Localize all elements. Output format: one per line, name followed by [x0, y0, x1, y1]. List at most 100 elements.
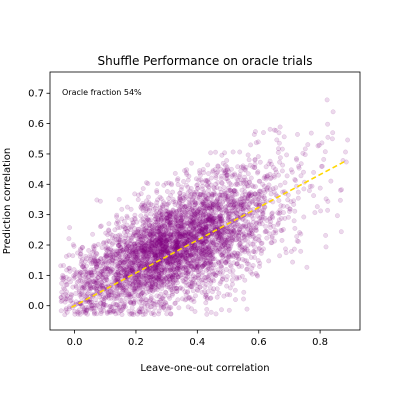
- scatter-point: [233, 255, 239, 260]
- scatter-point: [178, 259, 184, 265]
- scatter-point: [258, 250, 264, 256]
- scatter-point: [224, 274, 230, 279]
- scatter-point: [178, 256, 184, 262]
- scatter-point: [249, 265, 255, 271]
- scatter-point: [74, 269, 80, 275]
- scatter-point: [192, 309, 198, 314]
- scatter-point: [225, 214, 231, 220]
- scatter-point: [166, 293, 172, 299]
- scatter-point: [250, 184, 256, 190]
- scatter-point: [292, 208, 298, 214]
- scatter-point: [132, 297, 138, 303]
- scatter-point: [213, 149, 218, 155]
- scatter-point: [234, 274, 240, 280]
- scatter-point: [276, 146, 281, 152]
- scatter-point: [191, 276, 197, 282]
- scatter-point: [128, 235, 134, 241]
- scatter-point: [328, 178, 334, 184]
- scatter-point: [248, 142, 254, 148]
- scatter-point: [148, 266, 154, 272]
- scatter-point: [168, 262, 174, 268]
- scatter-point: [209, 205, 215, 211]
- scatter-point: [236, 242, 242, 248]
- scatter-point: [281, 134, 287, 140]
- scatter-point: [249, 231, 255, 237]
- scatter-point: [272, 174, 277, 180]
- scatter-point: [115, 218, 120, 224]
- scatter-point: [148, 304, 154, 310]
- scatter-point: [230, 211, 236, 217]
- scatter-point: [171, 272, 177, 278]
- scatter-point: [104, 253, 110, 259]
- y-tick-label: 0.3: [28, 210, 44, 221]
- scatter-point: [136, 275, 142, 280]
- scatter-point: [106, 271, 112, 277]
- scatter-point: [87, 258, 93, 264]
- scatter-point: [224, 237, 230, 243]
- scatter-point: [117, 225, 123, 230]
- scatter-point: [103, 254, 109, 260]
- scatter-point: [170, 259, 175, 265]
- scatter-point: [123, 238, 129, 244]
- scatter-point: [148, 255, 154, 261]
- scatter-point: [276, 198, 282, 204]
- scatter-point: [175, 274, 181, 280]
- scatter-point: [168, 244, 174, 250]
- scatter-point: [223, 207, 229, 213]
- scatter-point: [201, 250, 207, 256]
- scatter-point: [138, 237, 144, 243]
- scatter-point: [167, 255, 173, 261]
- scatter-point: [143, 246, 148, 252]
- scatter-point: [140, 204, 146, 210]
- y-tick-label: 0.5: [28, 149, 44, 160]
- scatter-point: [205, 212, 211, 218]
- scatter-point: [223, 277, 229, 283]
- scatter-point: [117, 252, 123, 258]
- scatter-point: [161, 182, 167, 188]
- scatter-point: [177, 240, 183, 246]
- scatter-point: [111, 301, 116, 307]
- scatter-point: [128, 227, 134, 233]
- scatter-point: [160, 239, 166, 244]
- scatter-point: [159, 237, 164, 243]
- scatter-point: [138, 245, 144, 251]
- scatter-point: [251, 249, 257, 254]
- scatter-point: [176, 260, 182, 266]
- scatter-point: [64, 309, 70, 315]
- scatter-point: [325, 198, 331, 204]
- scatter-point: [228, 229, 234, 235]
- scatter-point: [195, 222, 201, 227]
- scatter-point: [234, 176, 240, 182]
- scatter-point: [132, 241, 137, 247]
- scatter-point: [217, 246, 223, 252]
- scatter-point: [97, 263, 103, 269]
- scatter-point: [252, 244, 257, 250]
- scatter-point: [203, 198, 209, 203]
- scatter-point: [183, 194, 189, 200]
- scatter-point: [285, 197, 291, 203]
- scatter-point: [262, 229, 268, 235]
- scatter-point: [213, 311, 219, 317]
- scatter-point: [242, 245, 248, 251]
- scatter-point: [227, 285, 233, 291]
- scatter-point: [189, 220, 195, 226]
- scatter-point: [100, 304, 106, 310]
- scatter-point: [120, 247, 126, 253]
- scatter-point: [211, 215, 217, 221]
- scatter-point: [193, 224, 198, 229]
- scatter-point: [219, 173, 224, 179]
- scatter-point: [233, 205, 239, 210]
- scatter-point: [197, 284, 203, 290]
- scatter-point: [236, 174, 242, 180]
- scatter-point: [68, 291, 74, 297]
- scatter-point: [296, 163, 302, 169]
- scatter-point: [77, 273, 83, 279]
- scatter-point: [184, 171, 190, 177]
- scatter-point: [185, 260, 191, 266]
- scatter-point: [164, 205, 169, 210]
- scatter-point: [131, 247, 137, 253]
- scatter-point: [258, 241, 264, 246]
- scatter-point: [179, 275, 185, 281]
- scatter-point: [89, 279, 95, 285]
- scatter-point: [157, 232, 163, 238]
